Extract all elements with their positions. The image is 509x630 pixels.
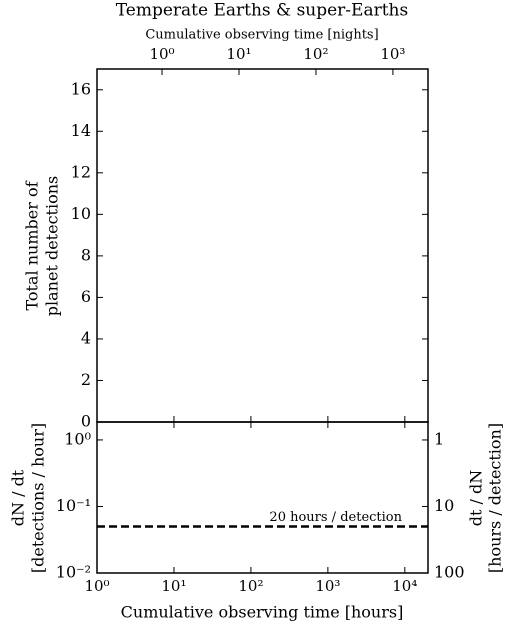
y-tick-label: 10⁰ [64, 429, 91, 448]
x2-tick-label: 10² [303, 45, 328, 63]
y2-tick-label: 100 [434, 563, 465, 582]
x-tick-label: 10⁴ [392, 577, 417, 595]
x-tick-label: 10³ [315, 577, 340, 595]
x-tick-label: 10⁰ [84, 577, 109, 595]
x2-axis-label: Cumulative observing time [nights] [145, 28, 378, 43]
y-tick-label: 2 [81, 370, 91, 389]
y2-tick-label: 10 [434, 496, 454, 515]
y-tick-label: 14 [71, 121, 91, 140]
x2-tick-label: 10⁰ [149, 45, 174, 63]
x-tick-label: 10² [238, 577, 263, 595]
y2-axis-label: [hours / detection] [486, 423, 505, 573]
x2-tick-label: 10³ [380, 45, 405, 63]
y-tick-label: 16 [71, 79, 91, 98]
y-tick-label: 8 [81, 245, 91, 264]
y-tick-label: 10 [71, 204, 91, 223]
y-tick-label: 6 [81, 287, 91, 306]
x-tick-label: 10¹ [161, 577, 186, 595]
y2-axis-label: dt / dN [467, 470, 486, 526]
y-axis-label: [detections / hour] [29, 423, 48, 573]
plot-frame [96, 421, 429, 574]
annotation: 20 hours / detection [269, 510, 402, 525]
y-axis-label: planet detections [43, 176, 62, 316]
y-tick-label: 10⁻¹ [56, 496, 91, 515]
y-axis-label: dN / dt [9, 469, 28, 526]
y-tick-label: 0 [81, 412, 91, 431]
x-axis-label: Cumulative observing time [hours] [121, 603, 404, 622]
y-tick-label: 12 [71, 162, 91, 181]
y2-tick-label: 1 [434, 429, 444, 448]
plot-frame [96, 68, 429, 423]
x2-tick-label: 10¹ [226, 45, 251, 63]
y-axis-label: Total number of [23, 180, 42, 310]
y-tick-label: 4 [81, 328, 91, 347]
chart-title: Temperate Earths & super-Earths [116, 1, 408, 21]
y-tick-label: 10⁻² [56, 563, 91, 582]
